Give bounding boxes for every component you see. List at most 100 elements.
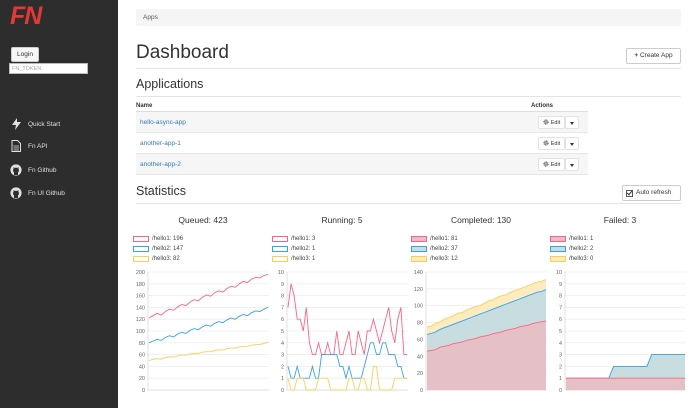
applications-table: Name Actions hello-async-app Edit another-…: [136, 103, 588, 175]
legend-swatch: [411, 255, 427, 262]
fn-logo[interactable]: FN: [10, 2, 42, 30]
legend-label: /hello1: 196: [152, 235, 184, 242]
app-name-link[interactable]: hello-async-app: [140, 119, 186, 126]
series-line-yellow: [426, 279, 547, 328]
legend-item[interactable]: /hello3: 82: [133, 254, 180, 263]
gear-icon: [543, 161, 549, 167]
legend-swatch: [133, 255, 149, 262]
legend-swatch: [411, 245, 427, 252]
chart-title: Completed: 130: [450, 215, 511, 225]
legend-label: /hello2: 37: [430, 245, 458, 252]
legend-swatch: [550, 245, 566, 252]
y-tick-label: 6: [559, 317, 562, 323]
series-line-red: [287, 283, 407, 356]
legend-label: /hello2: 2: [569, 245, 594, 252]
y-tick-label: 160: [136, 294, 145, 300]
y-tick-label: 1: [559, 376, 562, 382]
legend-label: /hello1: 1: [569, 235, 594, 242]
breadcrumb-apps[interactable]: Apps: [143, 14, 158, 21]
y-tick-label: 80: [139, 341, 145, 347]
actions-dropdown-toggle[interactable]: [565, 116, 579, 129]
legend-item[interactable]: /hello1: 1: [550, 234, 593, 243]
checkbox-checked-icon[interactable]: [626, 189, 633, 197]
gear-icon: [543, 140, 549, 146]
nav-item-label: Fn UI Github: [28, 189, 65, 197]
table-row: hello-async-app Edit: [136, 112, 588, 133]
create-app-label: Create App: [640, 52, 673, 59]
edit-button[interactable]: Edit: [538, 116, 565, 129]
document-icon: [10, 140, 22, 152]
series-area-red: [566, 378, 685, 390]
column-header-name: Name: [136, 103, 153, 109]
chart-plot: 0 1 2 3 4 5 6 7 8 9 10: [556, 270, 686, 394]
chart-plot: 0 20 40 60 80 100 120 140: [414, 270, 547, 394]
y-tick-label: 7: [281, 305, 284, 311]
divider: [136, 96, 681, 97]
series-line-blue: [287, 342, 407, 380]
actions-dropdown-toggle[interactable]: [565, 158, 579, 171]
nav-item-quick-start[interactable]: Quick Start: [10, 117, 60, 131]
y-tick-label: 5: [281, 329, 284, 335]
legend-item[interactable]: /hello3: 12: [411, 254, 458, 263]
legend-item[interactable]: /hello1: 196: [133, 234, 183, 243]
y-tick-label: 9: [559, 282, 562, 288]
table-row: another-app-2 Edit: [136, 154, 588, 175]
y-tick-label: 2: [559, 364, 562, 370]
y-tick-label: 4: [559, 341, 562, 347]
y-tick-label: 4: [281, 341, 284, 347]
y-tick-label: 10: [278, 270, 284, 276]
y-tick-label: 1: [281, 376, 284, 382]
legend-item[interactable]: /hello1: 3: [272, 234, 315, 243]
chart-plot: 0 1 2 3 4 5 6 7 8 9 10: [278, 270, 408, 394]
login-button[interactable]: Login: [11, 47, 39, 62]
legend-item[interactable]: /hello2: 1: [272, 244, 315, 253]
legend-swatch: [272, 245, 288, 252]
legend-label: /hello3: 1: [291, 255, 316, 262]
auto-refresh-label: Auto refresh: [636, 189, 672, 196]
y-tick-label: 0: [142, 388, 145, 394]
y-tick-label: 60: [139, 353, 145, 359]
app-name-link[interactable]: another-app-2: [140, 161, 181, 168]
nav-item-fn-ui-github[interactable]: Fn UI Github: [10, 186, 65, 200]
table-header: Name Actions: [136, 103, 588, 112]
y-tick-label: 180: [136, 282, 145, 288]
legend-item[interactable]: /hello3: 1: [272, 254, 315, 263]
legend-item[interactable]: /hello3: 0: [550, 254, 593, 263]
y-tick-label: 3: [559, 353, 562, 359]
series-line-red: [426, 320, 547, 352]
nav-item-fn-api[interactable]: Fn API: [10, 139, 48, 153]
actions-dropdown-toggle[interactable]: [565, 137, 579, 150]
legend-label: /hello1: 3: [291, 235, 316, 242]
y-tick-label: 10: [556, 270, 562, 276]
legend-label: /hello3: 0: [569, 255, 594, 262]
legend-item[interactable]: /hello2: 2: [550, 244, 593, 253]
series-line-yellow: [148, 341, 269, 361]
create-app-button[interactable]: + Create App: [626, 48, 681, 64]
sidebar: FN Login Quick Start Fn API Fn Github Fn…: [0, 0, 118, 408]
legend-item[interactable]: /hello1: 81: [411, 234, 458, 243]
y-tick-label: 8: [281, 294, 284, 300]
applications-title: Applications: [136, 77, 204, 91]
legend-item[interactable]: /hello2: 147: [133, 244, 183, 253]
auto-refresh-toggle[interactable]: Auto refresh: [622, 185, 681, 201]
nav-item-fn-github[interactable]: Fn Github: [10, 163, 57, 177]
y-tick-label: 60: [417, 337, 423, 343]
edit-label: Edit: [550, 141, 561, 147]
legend-item[interactable]: /hello2: 37: [411, 244, 458, 253]
y-tick-label: 20: [417, 371, 423, 377]
y-tick-label: 200: [136, 270, 145, 276]
divider: [136, 68, 681, 69]
legend-swatch: [550, 235, 566, 242]
y-tick-label: 0: [420, 388, 423, 394]
app-name-link[interactable]: another-app-1: [140, 140, 181, 147]
edit-button[interactable]: Edit: [538, 137, 565, 150]
y-tick-label: 8: [559, 294, 562, 300]
y-tick-label: 100: [414, 304, 423, 310]
token-input[interactable]: [9, 63, 88, 74]
y-tick-label: 3: [281, 353, 284, 359]
page-title: Dashboard: [136, 42, 229, 63]
divider: [136, 203, 681, 204]
edit-button[interactable]: Edit: [538, 158, 565, 171]
legend-label: /hello2: 147: [152, 245, 184, 252]
nav-item-label: Fn Github: [28, 166, 57, 174]
